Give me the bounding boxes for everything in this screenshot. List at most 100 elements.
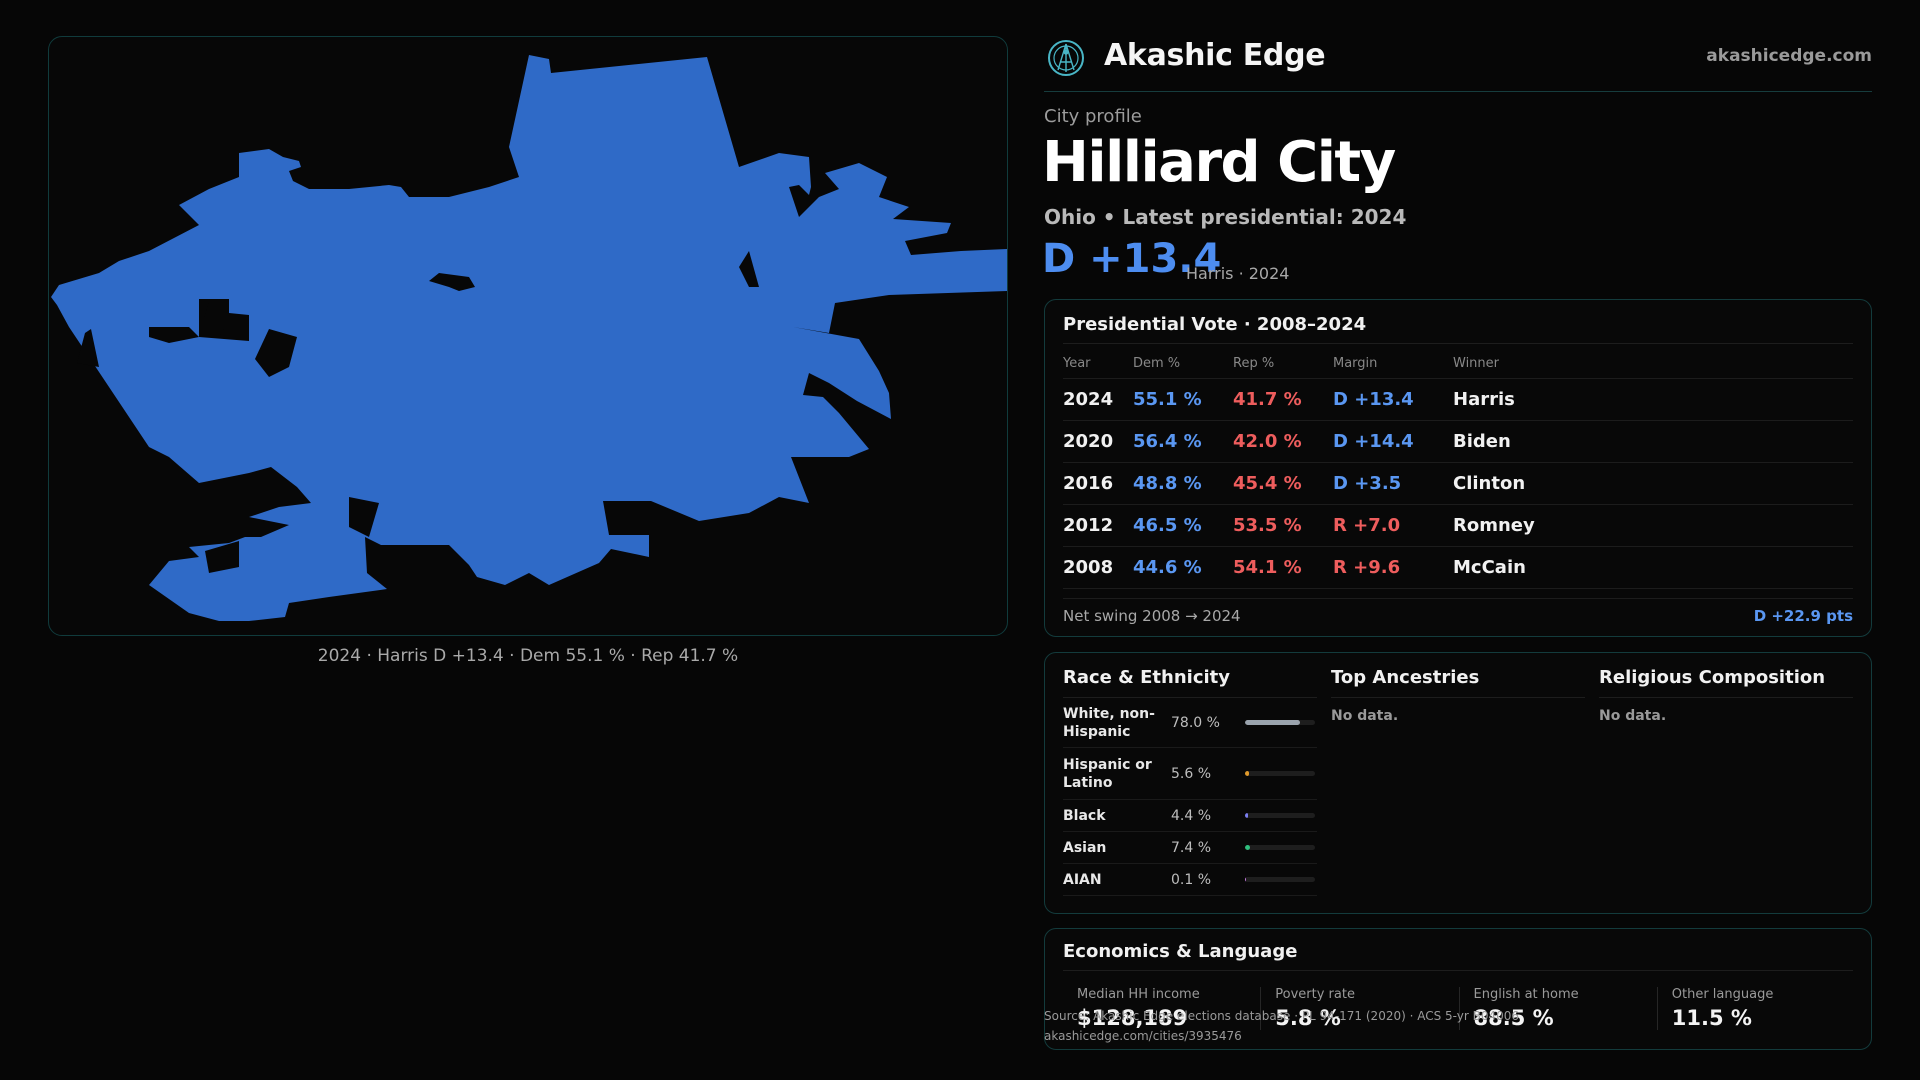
table-row: 2024 55.1 % 41.7 % D +13.4 Harris [1063,378,1853,421]
stat-value: $128,189 [1077,1006,1188,1030]
cell-dem-pct: 44.6 % [1133,546,1233,589]
cell-year: 2008 [1063,546,1133,589]
table-row: 2008 44.6 % 54.1 % R +9.6 McCain [1063,546,1853,589]
race-bar-fill [1245,720,1300,725]
race-label: AIAN [1063,871,1102,888]
ancestries-empty: No data. [1331,708,1399,724]
map-hole-c [77,329,99,367]
race-row-hispanic: Hispanic or Latino 5.6 % [1063,748,1317,800]
race-label: Asian [1063,839,1107,856]
cell-winner: Clinton [1453,462,1853,505]
akashic-edge-globe-logo-icon[interactable] [1046,38,1086,78]
footer-source: Source: Akashic Edge elections database … [1044,1009,1520,1023]
map-hole-f [429,273,475,291]
economics-card: Economics & Language Median HH income $1… [1044,928,1872,1050]
race-percent: 5.6 % [1171,765,1212,782]
race-bar-fill [1245,813,1249,818]
race-bar-fill [1245,845,1251,850]
cell-rep-pct: 41.7 % [1233,378,1333,421]
cell-margin: D +13.4 [1333,378,1453,421]
headline-margin-note: Harris · 2024 [1186,264,1290,283]
stat-label: English at home [1473,987,1579,1002]
site-header: Akashic Edge akashicedge.com [1044,36,1872,92]
page-eyebrow: City profile [1044,106,1142,127]
ancestries-title: Top Ancestries [1331,667,1585,698]
cell-rep-pct: 54.1 % [1233,546,1333,589]
footer-url[interactable]: akashicedge.com/cities/3935476 [1044,1029,1242,1043]
cell-winner: Biden [1453,420,1853,463]
presidential-vote-card: Presidential Vote · 2008–2024 Year Dem %… [1044,299,1872,637]
race-bar-fill [1245,771,1249,776]
headline-margin: D +13.4 [1042,236,1222,282]
race-ethnicity-title: Race & Ethnicity [1063,667,1317,698]
presidential-vote-table: Year Dem % Rep % Margin Winner 2024 55.1… [1063,348,1853,589]
ancestries-section: Top Ancestries No data. [1331,667,1585,724]
cell-margin: D +3.5 [1333,462,1453,505]
city-boundary-shape [51,55,1007,621]
column-header-dem: Dem % [1133,348,1233,379]
cell-margin: D +14.4 [1333,420,1453,463]
column-header-year: Year [1063,348,1133,379]
column-header-margin: Margin [1333,348,1453,379]
cell-rep-pct: 53.5 % [1233,504,1333,547]
map-hole-e [204,303,225,337]
stat-poverty-rate: Poverty rate 5.8 % [1260,987,1458,1030]
stat-english-at-home: English at home 88.5 % [1458,987,1657,1030]
table-header-row: Year Dem % Rep % Margin Winner [1063,348,1853,379]
stat-median-income: Median HH income $128,189 [1063,987,1260,1030]
cell-winner: McCain [1453,546,1853,589]
stat-label: Other language [1671,987,1774,1002]
race-percent: 4.4 % [1171,807,1212,824]
cell-dem-pct: 55.1 % [1133,378,1233,421]
net-swing-label: Net swing 2008 → 2024 [1063,607,1241,625]
cell-year: 2020 [1063,420,1133,463]
stat-other-language: Other language 11.5 % [1656,987,1855,1030]
stat-value: 5.8 % [1275,1006,1341,1030]
city-boundary-polygon [51,55,1007,621]
race-bar-track [1245,845,1315,850]
economics-title: Economics & Language [1063,941,1853,971]
race-row-black: Black 4.4 % [1063,800,1317,832]
brand-name[interactable]: Akashic Edge [1104,38,1326,73]
map-hole-d [255,329,297,377]
table-row: 2020 56.4 % 42.0 % D +14.4 Biden [1063,420,1853,463]
stat-value: 11.5 % [1671,1006,1752,1030]
religion-empty: No data. [1599,708,1667,724]
race-row-asian: Asian 7.4 % [1063,832,1317,864]
race-bar-fill [1245,877,1247,882]
stat-label: Poverty rate [1275,987,1355,1002]
page-footer: Source: Akashic Edge elections database … [1044,1006,1519,1046]
race-row-white: White, non-Hispanic 78.0 % [1063,698,1317,748]
cell-year: 2012 [1063,504,1133,547]
demographics-card: Race & Ethnicity White, non-Hispanic 78.… [1044,652,1872,914]
cell-dem-pct: 56.4 % [1133,420,1233,463]
race-label: White, non-Hispanic [1063,705,1155,740]
presidential-vote-title: Presidential Vote · 2008–2024 [1063,314,1853,344]
column-header-rep: Rep % [1233,348,1333,379]
map-hole-i [205,541,239,573]
column-header-winner: Winner [1453,348,1853,379]
race-bar-track [1245,771,1315,776]
cell-dem-pct: 48.8 % [1133,462,1233,505]
map-caption: 2024 · Harris D +13.4 · Dem 55.1 % · Rep… [317,646,739,666]
cell-rep-pct: 45.4 % [1233,462,1333,505]
race-percent: 78.0 % [1171,714,1220,731]
race-bar-track [1245,720,1315,725]
stat-value: 88.5 % [1473,1006,1554,1030]
net-swing-row: Net swing 2008 → 2024 D +22.9 pts [1063,598,1853,625]
cell-year: 2016 [1063,462,1133,505]
site-link[interactable]: akashicedge.com [1706,46,1872,66]
race-bar-track [1245,877,1315,882]
cell-winner: Harris [1453,378,1853,421]
table-row: 2016 48.8 % 45.4 % D +3.5 Clinton [1063,462,1853,505]
table-row: 2012 46.5 % 53.5 % R +7.0 Romney [1063,504,1853,547]
religion-section: Religious Composition No data. [1599,667,1853,724]
map-hole-g [739,251,759,287]
map-hole-h [349,497,379,537]
race-row-aian: AIAN 0.1 % [1063,864,1317,896]
cell-margin: R +7.0 [1333,504,1453,547]
net-swing-value: D +22.9 pts [1753,607,1853,625]
city-boundary-map [48,36,1008,636]
economics-stats: Median HH income $128,189 Poverty rate 5… [1063,987,1855,1030]
cell-year: 2024 [1063,378,1133,421]
